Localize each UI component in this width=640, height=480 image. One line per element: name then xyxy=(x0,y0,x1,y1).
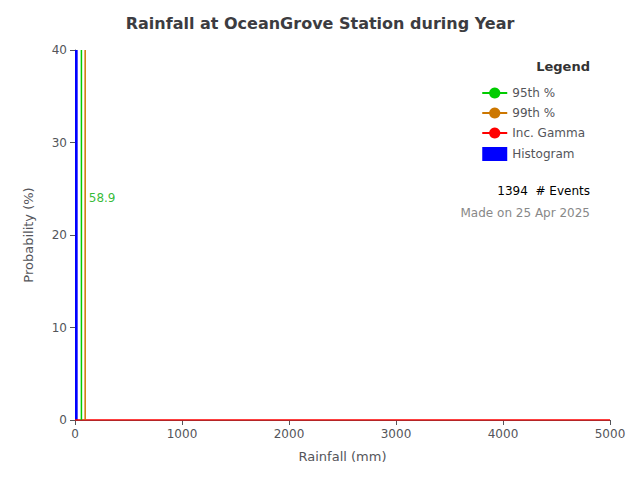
svg-text:30: 30 xyxy=(52,136,67,150)
svg-text:20: 20 xyxy=(52,228,67,242)
svg-text:0: 0 xyxy=(59,413,67,427)
svg-text:58.9: 58.9 xyxy=(89,191,116,205)
svg-text:4000: 4000 xyxy=(488,427,519,441)
svg-text:Histogram: Histogram xyxy=(512,147,574,161)
svg-text:0: 0 xyxy=(71,427,79,441)
svg-text:95th %: 95th % xyxy=(512,86,555,100)
svg-text:Legend: Legend xyxy=(536,59,590,74)
svg-text:Probability (%): Probability (%) xyxy=(21,187,36,282)
svg-text:5000: 5000 xyxy=(595,427,626,441)
svg-text:3000: 3000 xyxy=(381,427,412,441)
svg-text:1000: 1000 xyxy=(167,427,198,441)
svg-text:1394 # Events: 1394 # Events xyxy=(497,184,590,198)
svg-text:99th %: 99th % xyxy=(512,106,555,120)
svg-text:Inc. Gamma: Inc. Gamma xyxy=(512,126,585,140)
svg-text:2000: 2000 xyxy=(274,427,305,441)
svg-text:40: 40 xyxy=(52,43,67,57)
svg-text:10: 10 xyxy=(52,321,67,335)
svg-text:Rainfall (mm): Rainfall (mm) xyxy=(299,449,387,464)
svg-text:Made on 25 Apr 2025: Made on 25 Apr 2025 xyxy=(461,206,590,220)
svg-text:Rainfall at OceanGrove Station: Rainfall at OceanGrove Station during Ye… xyxy=(126,14,515,33)
